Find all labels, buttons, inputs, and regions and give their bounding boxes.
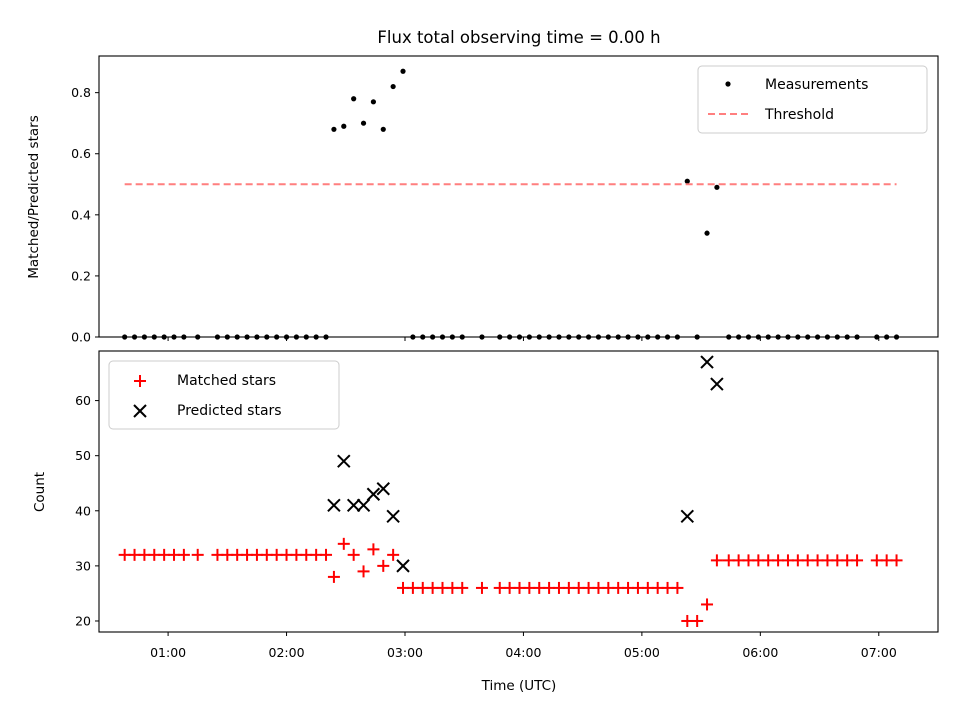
top-y-tick-label: 0.8: [71, 85, 91, 100]
matched-star-point: [701, 598, 714, 611]
bottom-y-tick-label: 50: [75, 448, 91, 463]
measurement-point: [390, 83, 396, 90]
bottom-x-tick-label: 02:00: [269, 645, 305, 660]
predicted-star-stroke-b: [356, 498, 371, 512]
legend-measurements-label: Measurements: [765, 77, 868, 93]
matched-star-point: [377, 559, 390, 572]
top-y-tick-label: 0.6: [71, 146, 91, 161]
matched-star-point: [691, 614, 704, 627]
bottom-legend-box: [108, 360, 340, 430]
measurement-point: [400, 68, 406, 74]
legend-predicted-marker: [133, 404, 147, 418]
bottom-axes-frame: [98, 350, 939, 633]
predicted-star-point: [396, 559, 410, 573]
legend-predicted-label: Predicted stars: [177, 403, 282, 419]
top-y-tick-label: 0.4: [71, 207, 91, 222]
bottom-x-tick-label: 06:00: [742, 645, 778, 660]
predicted-star-point: [356, 498, 371, 512]
predicted-star-point: [366, 487, 381, 501]
predicted-star-stroke-b: [327, 498, 341, 512]
matched-star-point: [320, 548, 333, 561]
bottom-y-tick-label: 40: [75, 503, 91, 518]
matched-star-point: [475, 581, 488, 594]
measurement-point: [360, 120, 367, 126]
matched-star-point: [387, 548, 400, 561]
predicted-star-point: [346, 498, 361, 512]
top-y-ticks: 0.0 0.2 0.4 0.6 0.8: [71, 85, 99, 345]
predicted-star-stroke-b: [710, 377, 724, 391]
matched-star-point: [177, 548, 190, 561]
top-legend-box: [697, 65, 928, 134]
measurement-point: [341, 123, 347, 129]
bottom-y-tick-label: 30: [75, 558, 91, 573]
matched-star-point: [357, 565, 370, 578]
matched-star-point: [347, 548, 360, 561]
bottom-x-tick-label: 05:00: [624, 645, 660, 660]
measurement-point: [714, 184, 720, 190]
predicted-star-stroke-b: [346, 498, 361, 512]
predicted-star-stroke-b: [376, 482, 390, 496]
matched-star-point: [191, 548, 204, 561]
predicted-star-point: [376, 482, 390, 496]
measurement-point: [351, 96, 357, 102]
bottom-plot-content: [118, 355, 903, 627]
predicted-star-stroke-b: [396, 559, 410, 573]
predicted-star-point: [337, 454, 351, 468]
top-axes-frame: [98, 55, 939, 338]
bottom-x-tick-label: 04:00: [505, 645, 541, 660]
bottom-x-tick-label: 07:00: [861, 645, 897, 660]
bottom-y-axis-label: Count: [32, 472, 48, 512]
legend-matched-marker: [134, 375, 146, 387]
predicted-star-stroke-b: [337, 454, 351, 468]
measurement-point: [331, 126, 337, 132]
bottom-x-ticks: 01:00 02:00 03:00 04:00 05:00 06:00 07:00: [150, 632, 897, 660]
predicted-star-stroke-b: [680, 509, 694, 524]
measurement-point: [704, 230, 710, 236]
matched-star-point: [890, 554, 903, 567]
chart-title: Flux total observing time = 0.00 h: [377, 28, 660, 47]
predicted-star-point: [680, 509, 694, 524]
measurement-point: [684, 178, 690, 184]
bottom-x-tick-label: 03:00: [387, 645, 423, 660]
bottom-panel: 20 30 40 50 60 01:00 02:00 03:00 04:00 05:00 06:0…: [32, 350, 939, 694]
top-y-axis-label: Matched/Predicted stars: [26, 115, 42, 278]
matched-star-point: [710, 554, 723, 567]
bottom-x-tick-label: 01:00: [150, 645, 186, 660]
matched-star-point: [367, 543, 380, 556]
measurement-point: [370, 99, 377, 105]
measurement-point: [380, 126, 386, 132]
predicted-star-stroke-b: [366, 487, 381, 501]
legend-threshold-label: Threshold: [764, 107, 834, 123]
predicted-star-point: [327, 498, 341, 512]
predicted-star-stroke-b: [386, 509, 400, 524]
matched-star-point: [327, 570, 340, 583]
predicted-star-point: [700, 355, 714, 369]
top-y-tick-label: 0.0: [71, 330, 91, 345]
predicted-star-point: [386, 509, 400, 524]
bottom-legend: Matched stars Predicted stars: [108, 360, 340, 430]
bottom-x-axis-label: Time (UTC): [481, 678, 557, 694]
top-panel: Flux total observing time = 0.00 h 0.00.…: [26, 28, 939, 345]
top-x-ticks: [167, 337, 880, 341]
bottom-y-tick-label: 20: [75, 613, 91, 628]
matched-star-point: [337, 537, 350, 550]
legend-measurements-marker: [725, 81, 731, 87]
matched-star-point: [851, 554, 864, 567]
predicted-star-stroke-b: [700, 355, 714, 369]
predicted-star-point: [710, 377, 724, 391]
matched-star-point: [671, 581, 684, 594]
top-y-tick-label: 0.2: [71, 268, 91, 283]
top-legend: Measurements Threshold: [697, 65, 928, 134]
matched-star-point: [456, 581, 469, 594]
bottom-y-ticks: 20 30 40 50 60: [75, 393, 99, 628]
bottom-y-tick-label: 60: [75, 393, 91, 408]
legend-matched-label: Matched stars: [177, 373, 276, 389]
